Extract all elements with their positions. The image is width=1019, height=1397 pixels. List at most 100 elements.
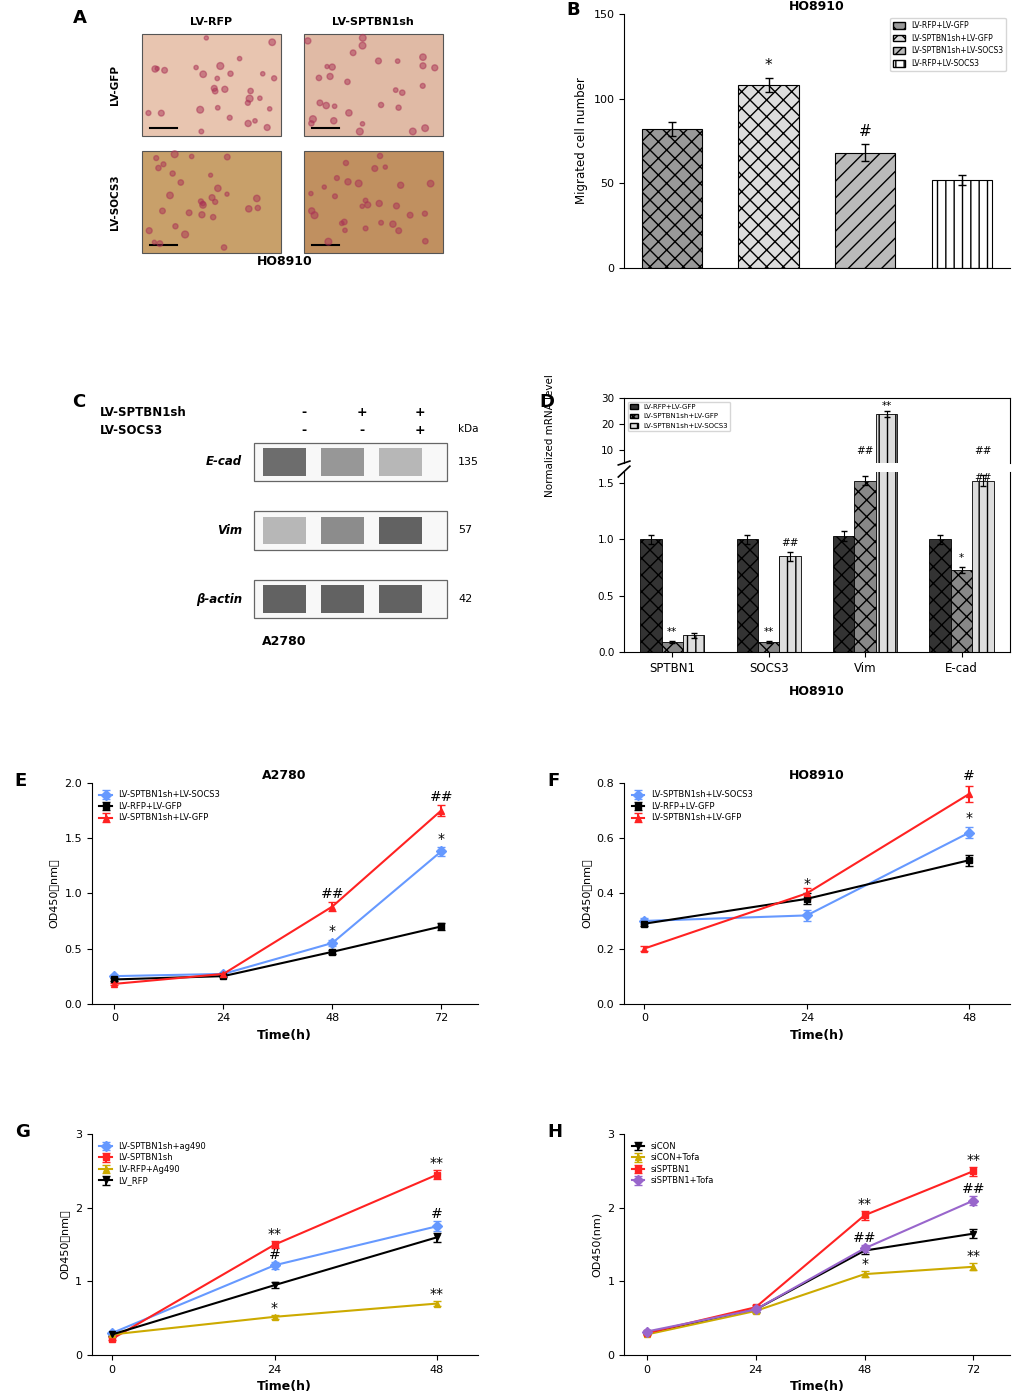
Bar <box>779 474 800 476</box>
Point <box>415 54 431 77</box>
Point <box>324 56 340 78</box>
Legend: siCON, siCON+Tofa, siSPTBN1, siSPTBN1+Tofa: siCON, siCON+Tofa, siSPTBN1, siSPTBN1+To… <box>628 1139 716 1189</box>
Title: HO8910: HO8910 <box>789 0 844 13</box>
Text: kDa: kDa <box>458 423 478 434</box>
Point <box>180 201 197 224</box>
Point <box>354 113 370 136</box>
Text: ##: ## <box>320 887 343 901</box>
Point <box>243 80 259 102</box>
Bar <box>950 474 971 476</box>
Point <box>152 232 168 254</box>
Point <box>337 152 354 175</box>
Text: ##: ## <box>961 1182 984 1196</box>
Text: H: H <box>546 1123 561 1141</box>
Point <box>222 63 238 85</box>
Point <box>405 120 421 142</box>
Bar <box>854 472 875 476</box>
Text: C: C <box>72 394 86 411</box>
Bar <box>736 539 757 652</box>
Point <box>354 196 370 218</box>
Point <box>320 231 336 253</box>
Text: LV-RFP: LV-RFP <box>191 17 232 28</box>
Text: #: # <box>962 770 974 784</box>
Y-axis label: OD450（nm）: OD450（nm） <box>49 859 59 928</box>
Y-axis label: OD450（nm）: OD450（nm） <box>59 1210 69 1280</box>
Bar <box>263 517 306 545</box>
Bar <box>640 474 661 476</box>
Bar <box>683 636 704 652</box>
Bar <box>875 414 897 476</box>
Point <box>247 110 263 133</box>
Text: **: ** <box>880 401 891 411</box>
Text: #: # <box>431 1207 442 1221</box>
Text: **: ** <box>267 1227 281 1241</box>
Point <box>210 96 226 119</box>
Point <box>372 145 388 168</box>
Bar <box>950 570 971 652</box>
Point <box>328 166 344 189</box>
X-axis label: Time(h): Time(h) <box>257 1030 312 1042</box>
Text: G: G <box>14 1123 30 1141</box>
Text: **: ** <box>666 627 677 637</box>
Bar <box>971 472 993 476</box>
Point <box>195 193 211 215</box>
Point <box>195 63 211 85</box>
Bar <box>641 129 701 268</box>
Point <box>336 219 353 242</box>
Bar <box>142 35 280 136</box>
Point <box>150 156 166 179</box>
Bar <box>321 448 364 476</box>
Point <box>162 184 178 207</box>
Point <box>255 63 271 85</box>
Text: ##: ## <box>429 789 452 803</box>
Point <box>340 102 357 124</box>
Bar <box>931 180 991 268</box>
Bar <box>321 517 364 545</box>
Point <box>373 211 389 233</box>
Point <box>252 87 268 109</box>
Bar <box>835 152 895 268</box>
Text: *: * <box>328 925 335 939</box>
Point <box>183 145 200 168</box>
Text: ##: ## <box>973 446 990 455</box>
Point <box>194 204 210 226</box>
Bar <box>971 481 993 652</box>
Point <box>192 99 208 122</box>
Point <box>326 186 342 208</box>
Point <box>204 186 220 208</box>
Text: -: - <box>359 423 364 437</box>
Point <box>351 172 367 194</box>
Point <box>392 175 409 197</box>
Bar <box>661 643 683 652</box>
Point <box>209 67 225 89</box>
Point <box>414 74 430 96</box>
Point <box>303 183 319 205</box>
Bar <box>757 643 779 652</box>
Text: +: + <box>356 407 367 419</box>
Point <box>193 120 209 142</box>
Text: *: * <box>958 553 963 563</box>
Point <box>266 67 282 89</box>
Point <box>147 57 163 80</box>
Point <box>149 57 165 80</box>
Text: **: ** <box>429 1157 443 1171</box>
Y-axis label: Normalized mRNA level: Normalized mRNA level <box>544 374 554 497</box>
Text: A: A <box>72 8 87 27</box>
Point <box>370 50 386 73</box>
Point <box>377 156 393 179</box>
Point <box>311 67 327 89</box>
Point <box>250 197 266 219</box>
Text: LV-SOCS3: LV-SOCS3 <box>100 423 162 437</box>
Bar <box>779 556 800 652</box>
Bar <box>833 474 854 476</box>
Text: *: * <box>271 1301 278 1315</box>
Point <box>219 183 235 205</box>
Title: HO8910: HO8910 <box>789 685 844 697</box>
Point <box>206 77 222 99</box>
Point <box>259 116 275 138</box>
Text: E: E <box>14 773 26 789</box>
Point <box>176 224 193 246</box>
Text: **: ** <box>429 1288 443 1302</box>
Point <box>426 57 442 80</box>
Text: 42: 42 <box>458 594 472 604</box>
